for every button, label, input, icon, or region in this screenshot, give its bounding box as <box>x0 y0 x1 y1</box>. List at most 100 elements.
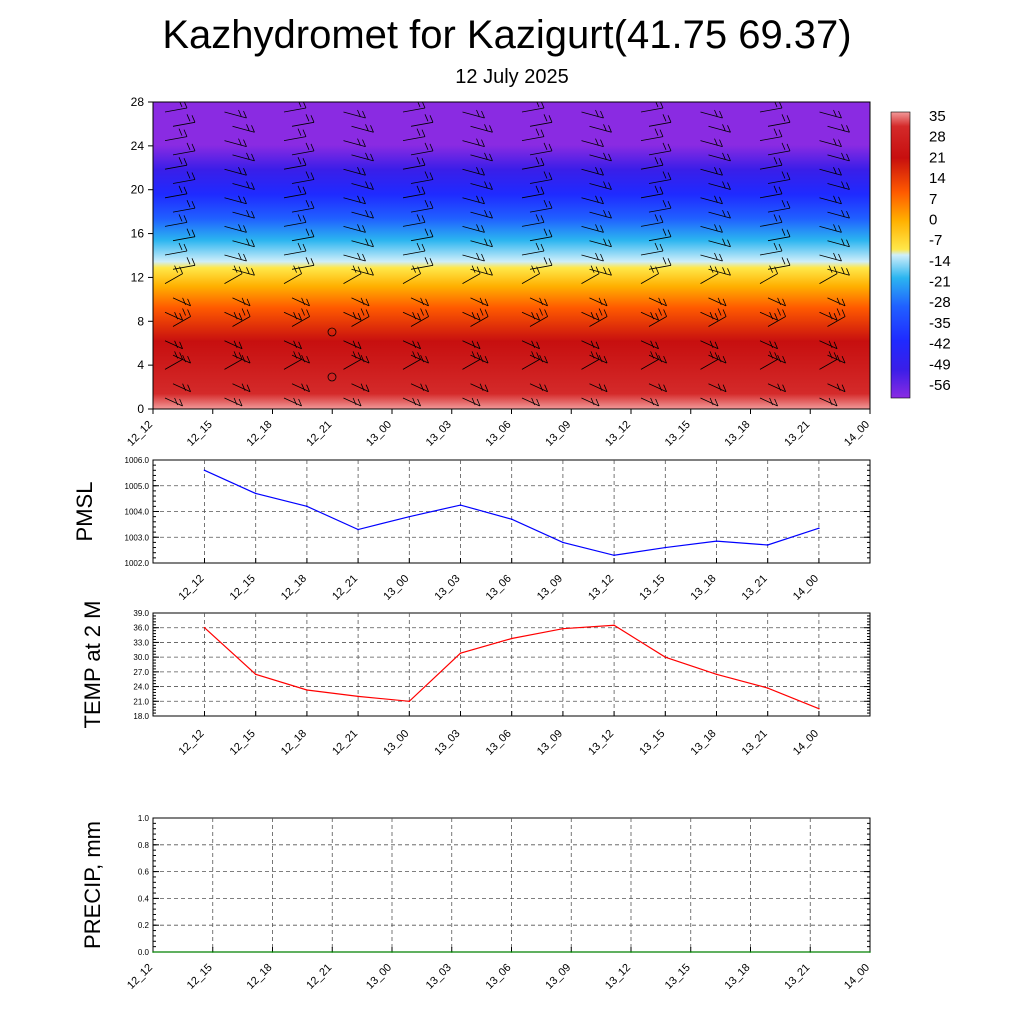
wind-barb <box>819 252 842 262</box>
x-tick-label: 13_00 <box>364 962 394 992</box>
data-point <box>809 951 812 953</box>
wind-barb <box>343 109 366 119</box>
wind-barb <box>827 383 846 393</box>
wind-barb <box>224 138 247 147</box>
wind-barb <box>759 265 778 284</box>
y-tick-label: 16 <box>131 227 145 241</box>
wind-barb <box>410 297 429 307</box>
x-tick-label: 13_03 <box>433 573 463 603</box>
wind-barb <box>470 297 489 307</box>
y-tick-label: 39.0 <box>133 609 149 618</box>
wind-barb <box>470 181 493 190</box>
wind-barb <box>581 311 600 321</box>
wind-barb <box>700 224 723 233</box>
wind-barb <box>291 297 310 307</box>
data-point <box>357 528 359 531</box>
data-point <box>331 951 334 953</box>
wind-barb <box>767 114 791 127</box>
data-point <box>408 515 411 518</box>
wind-barb <box>283 214 307 227</box>
x-tick-label: 12_18 <box>245 419 275 449</box>
data-point <box>562 541 564 544</box>
wind-barb <box>529 383 548 393</box>
wind-barb <box>351 238 374 248</box>
wind-barb <box>529 199 553 213</box>
wind-barb <box>462 224 485 233</box>
x-tick-label: 12_21 <box>330 728 360 758</box>
x-tick-label: 13_15 <box>637 728 667 758</box>
wind-barb <box>529 297 548 307</box>
y-tick-label: 0.0 <box>138 948 150 957</box>
wind-barb <box>462 195 485 205</box>
x-tick-label: 13_21 <box>782 962 812 992</box>
y-tick-label: 20 <box>131 183 145 197</box>
wind-barb <box>759 397 778 407</box>
colorbar-label: -21 <box>929 274 951 291</box>
wind-barb <box>351 152 374 162</box>
wind-barb <box>283 128 307 141</box>
data-point <box>664 546 667 549</box>
data-point <box>357 695 359 698</box>
wind-barb <box>819 311 838 321</box>
wind-barb <box>470 152 493 162</box>
wind-barb <box>351 181 374 190</box>
wind-barb <box>224 265 243 284</box>
wind-barb <box>462 397 481 407</box>
wind-barb <box>700 397 719 407</box>
wind-barb <box>759 128 783 141</box>
wind-barb <box>521 185 545 199</box>
wind-barb <box>343 167 366 176</box>
wind-barb <box>172 142 196 156</box>
wind-barb <box>581 252 604 262</box>
wind-barb <box>291 308 310 327</box>
wind-barb <box>410 228 434 242</box>
wind-barb <box>767 142 791 156</box>
wind-barb <box>640 265 659 284</box>
y-tick-label: 30.0 <box>133 653 149 662</box>
y-tick-label: 1003.0 <box>125 533 150 542</box>
y-tick-label: 0.2 <box>138 921 150 930</box>
wind-barb <box>640 397 659 407</box>
wind-barb <box>351 383 370 393</box>
y-tick-label: 1005.0 <box>125 482 150 491</box>
data-point <box>391 951 393 953</box>
y-tick-label: 12 <box>131 270 145 284</box>
wind-barb <box>640 351 659 370</box>
wind-barb <box>402 351 421 370</box>
wind-barb <box>648 142 672 156</box>
wind-barb <box>232 152 255 162</box>
wind-barb <box>351 354 370 364</box>
x-tick-label: 13_00 <box>364 419 394 449</box>
wind-barb <box>589 383 608 393</box>
x-tick-label: 12_12 <box>125 962 155 992</box>
wind-barb <box>462 265 481 284</box>
wind-barb <box>402 265 421 284</box>
wind-barb <box>172 297 191 307</box>
colorbar-label: -42 <box>929 336 951 353</box>
x-tick-label: 13_21 <box>782 419 812 449</box>
x-tick-label: 13_15 <box>663 962 693 992</box>
wind-barb <box>462 311 481 321</box>
data-point <box>630 951 632 953</box>
data-point <box>510 518 513 521</box>
data-point <box>408 700 411 703</box>
x-tick-label: 13_00 <box>381 573 411 603</box>
wind-barb <box>529 114 553 127</box>
wind-barb <box>767 228 791 242</box>
wind-barb <box>700 340 719 350</box>
chart-date: 12 July 2025 <box>455 66 568 88</box>
wind-barb <box>640 311 659 321</box>
wind-barb <box>767 257 791 270</box>
wind-barb <box>648 228 672 242</box>
x-tick-label: 12_18 <box>279 728 309 758</box>
x-tick-label: 12_12 <box>177 573 207 603</box>
x-tick-label: 13_18 <box>723 419 753 449</box>
wind-barb <box>232 354 251 364</box>
wind-barb <box>232 209 255 219</box>
wind-barb <box>343 224 366 233</box>
data-point <box>254 673 257 676</box>
wind-barb <box>819 167 842 176</box>
wind-barb <box>410 171 434 184</box>
wind-barb <box>283 185 307 199</box>
wind-barb <box>283 351 302 370</box>
